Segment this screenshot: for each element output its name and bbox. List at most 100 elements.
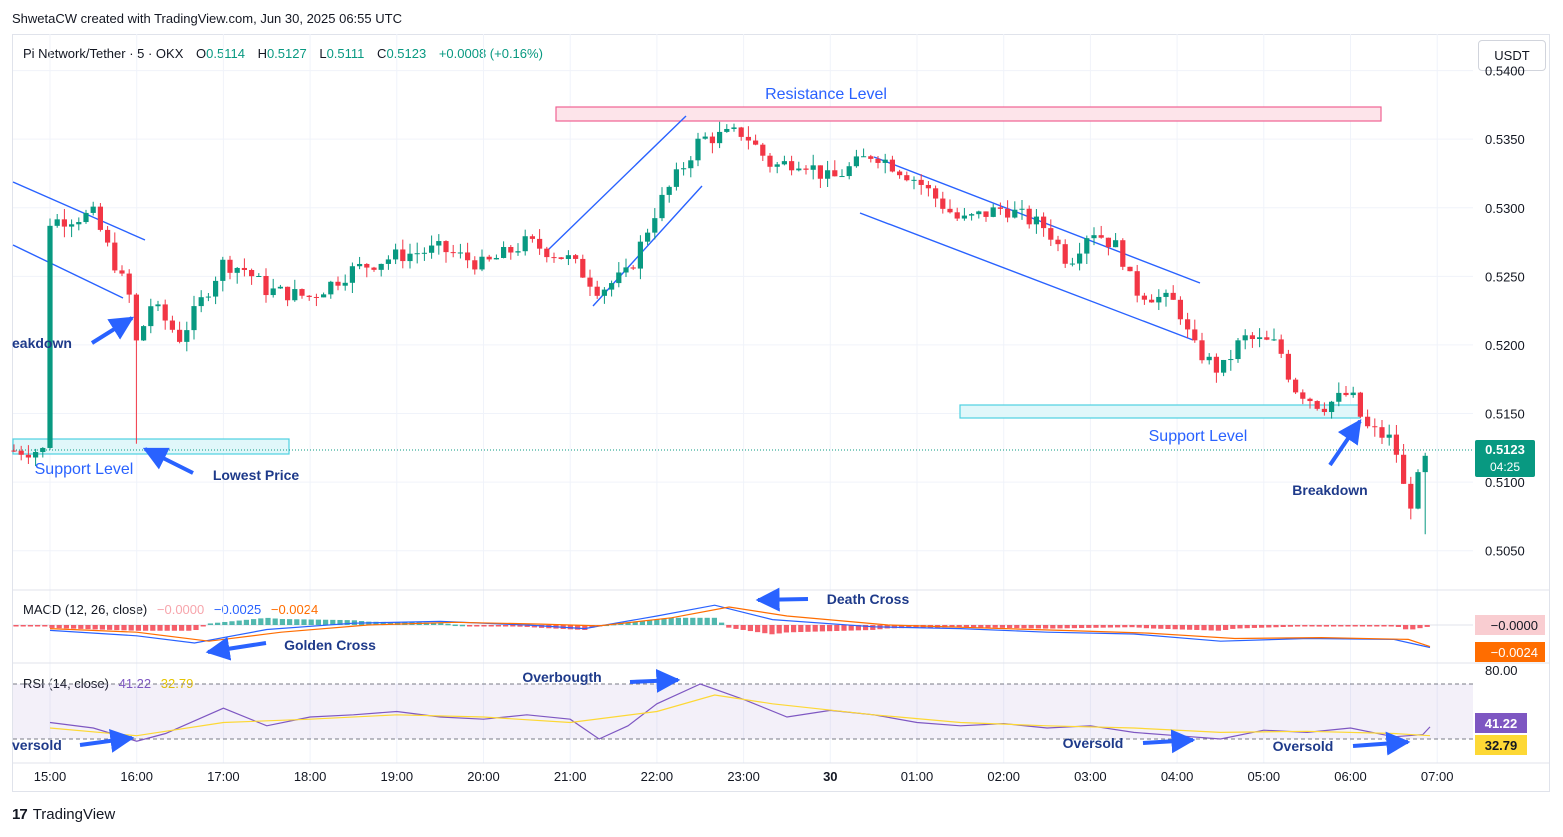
candle-body xyxy=(342,282,348,286)
rsi-pane xyxy=(49,683,1431,742)
time-tick-label: 05:00 xyxy=(1248,769,1281,784)
macd-hist-bar xyxy=(1345,625,1351,627)
symbol-name[interactable]: Pi Network/Tether · 5 · OKX xyxy=(23,46,184,61)
candle-body xyxy=(897,171,903,176)
candle-body xyxy=(1401,454,1407,484)
macd-hist-bar xyxy=(1331,625,1337,627)
arrow xyxy=(142,447,194,475)
candle-body xyxy=(472,260,478,270)
arrow xyxy=(1328,419,1362,467)
candle-body xyxy=(1069,263,1075,265)
footer-brand[interactable]: TradingView xyxy=(32,806,116,823)
candle-body xyxy=(493,257,499,260)
candle-body xyxy=(1084,238,1090,254)
macd-hist-bar xyxy=(258,618,264,625)
macd-hist-bar xyxy=(697,617,703,625)
macd-hist-bar xyxy=(323,619,329,625)
candle-body xyxy=(861,156,867,158)
macd-hist-bar xyxy=(1309,625,1315,627)
currency-button[interactable]: USDT xyxy=(1478,40,1546,71)
breakdown-label-left: eakdown xyxy=(12,335,72,351)
open-label: O xyxy=(196,46,207,61)
macd-hist-bar xyxy=(481,625,487,627)
candle-body xyxy=(47,225,53,448)
price-tick-label: 0.5250 xyxy=(1485,269,1525,284)
candle-body xyxy=(1127,266,1133,272)
candle-body xyxy=(889,159,895,172)
macd-hist-bar xyxy=(1014,625,1020,629)
macd-hist-bar xyxy=(776,625,782,634)
macd-hist-bar xyxy=(99,625,105,630)
macd-hist-bar xyxy=(107,625,113,630)
macd-hist-bar xyxy=(1057,625,1063,629)
macd-hist-bar xyxy=(114,625,120,631)
candle-body xyxy=(1314,401,1320,409)
candle-body xyxy=(105,229,111,243)
arrow xyxy=(1352,731,1411,756)
macd-hist-bar xyxy=(647,620,653,625)
candle-body xyxy=(148,306,154,327)
macd-hist-bar xyxy=(999,625,1005,628)
macd-hist-bar xyxy=(762,625,768,634)
macd-hist-bar xyxy=(445,623,451,626)
annotations: Resistance Level Support Level Support L… xyxy=(12,86,1411,756)
candle-body xyxy=(918,179,924,185)
candle-body xyxy=(213,280,219,297)
rsi-axis-labels: 80.00 41.22 32.79 xyxy=(1475,663,1527,755)
macd-hist-bar xyxy=(63,625,69,629)
candle-body xyxy=(753,140,759,145)
macd-hist-bar xyxy=(1187,625,1193,630)
rsi-axis-80: 80.00 xyxy=(1485,663,1518,678)
macd-legend[interactable]: MACD (12, 26, close) −0.0000 −0.0025 −0.… xyxy=(23,602,318,617)
macd-hist-bar xyxy=(503,625,509,627)
candle-body xyxy=(25,454,31,458)
macd-hist-bar xyxy=(287,619,293,625)
resistance-zone xyxy=(555,106,1382,122)
candle-body xyxy=(911,179,917,181)
support-label-left: Support Level xyxy=(35,461,134,478)
candle-body xyxy=(551,257,557,259)
support-zone-right xyxy=(959,404,1361,419)
macd-hist-bar xyxy=(690,617,696,625)
arrow xyxy=(629,668,681,693)
time-tick-label: 07:00 xyxy=(1421,769,1454,784)
price-tick-label: 0.5100 xyxy=(1485,475,1525,490)
candle-body xyxy=(407,253,413,262)
candle-body xyxy=(306,295,312,297)
candle-body xyxy=(573,255,579,259)
candle-body xyxy=(486,256,492,260)
support-label-right: Support Level xyxy=(1149,428,1248,445)
candle-body xyxy=(803,168,809,170)
candle-body xyxy=(1300,392,1306,399)
macd-title: MACD (12, 26, close) xyxy=(23,602,148,617)
candle-body xyxy=(1177,299,1183,320)
macd-hist-bar xyxy=(1208,625,1214,631)
symbol-legend[interactable]: Pi Network/Tether · 5 · OKX O0.5114 H0.5… xyxy=(23,46,543,61)
macd-hist-bar xyxy=(1424,625,1430,627)
macd-hist-bar xyxy=(179,625,185,631)
macd-hist-bar xyxy=(1223,625,1229,630)
candle-body xyxy=(738,127,744,137)
macd-hist-bar xyxy=(164,625,170,631)
candle-body xyxy=(1285,353,1291,380)
macd-hist-bar xyxy=(510,625,516,627)
candle-body xyxy=(479,256,485,270)
candle-body xyxy=(832,170,838,177)
macd-hist-bar xyxy=(1107,625,1113,628)
candle-body xyxy=(969,214,975,216)
candle-body xyxy=(1185,319,1191,330)
candle-body xyxy=(709,136,715,144)
macd-hist-bar xyxy=(92,625,98,630)
macd-hist-bar xyxy=(863,625,869,631)
candle-body xyxy=(522,236,528,252)
candle-body xyxy=(1221,359,1227,373)
macd-hist-bar xyxy=(798,625,804,633)
close-label: C xyxy=(377,46,387,61)
candles xyxy=(11,121,1428,535)
macd-hist-bar xyxy=(855,625,861,631)
candle-body xyxy=(673,169,679,187)
high-value: 0.5127 xyxy=(266,46,307,61)
candle-body xyxy=(1213,356,1219,373)
time-tick-label: 03:00 xyxy=(1074,769,1107,784)
